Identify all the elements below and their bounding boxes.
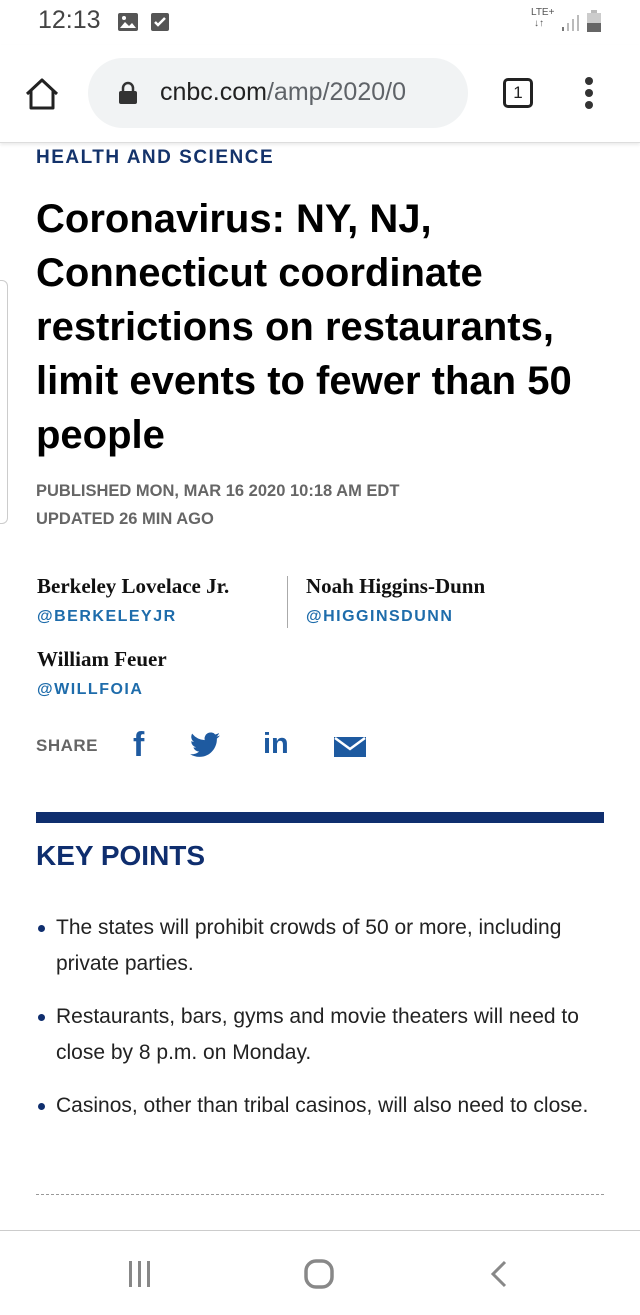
author-handle[interactable]: @WILLFOIA <box>37 681 144 698</box>
key-point: Casinos, other than tribal casinos, will… <box>36 1088 596 1124</box>
author-handle[interactable]: @BERKELEYJR <box>37 608 177 625</box>
scroll-handle[interactable] <box>0 280 8 524</box>
share-label: SHARE <box>36 736 99 755</box>
key-point: The states will prohibit crowds of 50 or… <box>36 910 596 982</box>
key-points-rule <box>36 812 604 823</box>
url-text: cnbc.com/amp/2020/0 <box>160 78 450 107</box>
lock-icon <box>119 81 137 104</box>
data-arrows-icon: ↓↑ <box>534 18 544 29</box>
published-date: PUBLISHED MON, MAR 16 2020 10:18 AM EDT <box>36 482 400 500</box>
image-notification-icon <box>118 13 138 31</box>
system-nav-bar <box>0 1230 640 1315</box>
author-name[interactable]: Berkeley Lovelace Jr. <box>37 574 230 598</box>
home-icon[interactable] <box>24 77 60 111</box>
signal-icon <box>562 15 579 31</box>
key-points-heading: KEY POINTS <box>36 840 206 871</box>
home-button-icon[interactable] <box>303 1258 335 1290</box>
browser-toolbar: cnbc.com/amp/2020/0 1 <box>0 45 640 143</box>
linkedin-icon[interactable]: in <box>263 728 289 760</box>
clock: 12:13 <box>38 6 101 34</box>
updated-time: UPDATED 26 MIN AGO <box>36 510 214 528</box>
url-path: /amp/2020/0 <box>266 78 406 106</box>
email-icon[interactable] <box>334 737 366 757</box>
author-divider <box>287 576 288 628</box>
author-handle[interactable]: @HIGGINSDUNN <box>306 608 454 625</box>
article-title: Coronavirus: NY, NJ, Connecticut coordin… <box>36 197 572 457</box>
url-bar[interactable]: cnbc.com/amp/2020/0 <box>88 58 468 128</box>
back-icon[interactable] <box>488 1259 510 1289</box>
more-options-icon[interactable] <box>582 75 596 111</box>
battery-icon <box>587 10 601 32</box>
check-notification-icon <box>151 13 169 31</box>
url-host: cnbc.com <box>160 78 267 106</box>
status-bar: 12:13 LTE+ ↓↑ <box>0 0 640 45</box>
section-label[interactable]: HEALTH AND SCIENCE <box>36 147 275 168</box>
dashed-divider <box>36 1194 604 1195</box>
tab-switcher-button[interactable]: 1 <box>503 78 533 108</box>
twitter-icon[interactable] <box>190 732 220 758</box>
key-point: Restaurants, bars, gyms and movie theate… <box>36 999 596 1071</box>
recent-apps-icon[interactable] <box>126 1259 154 1289</box>
facebook-icon[interactable]: f <box>133 726 145 764</box>
author-name[interactable]: William Feuer <box>37 647 167 671</box>
author-name[interactable]: Noah Higgins-Dunn <box>306 574 486 598</box>
network-type: LTE+ <box>531 7 555 18</box>
